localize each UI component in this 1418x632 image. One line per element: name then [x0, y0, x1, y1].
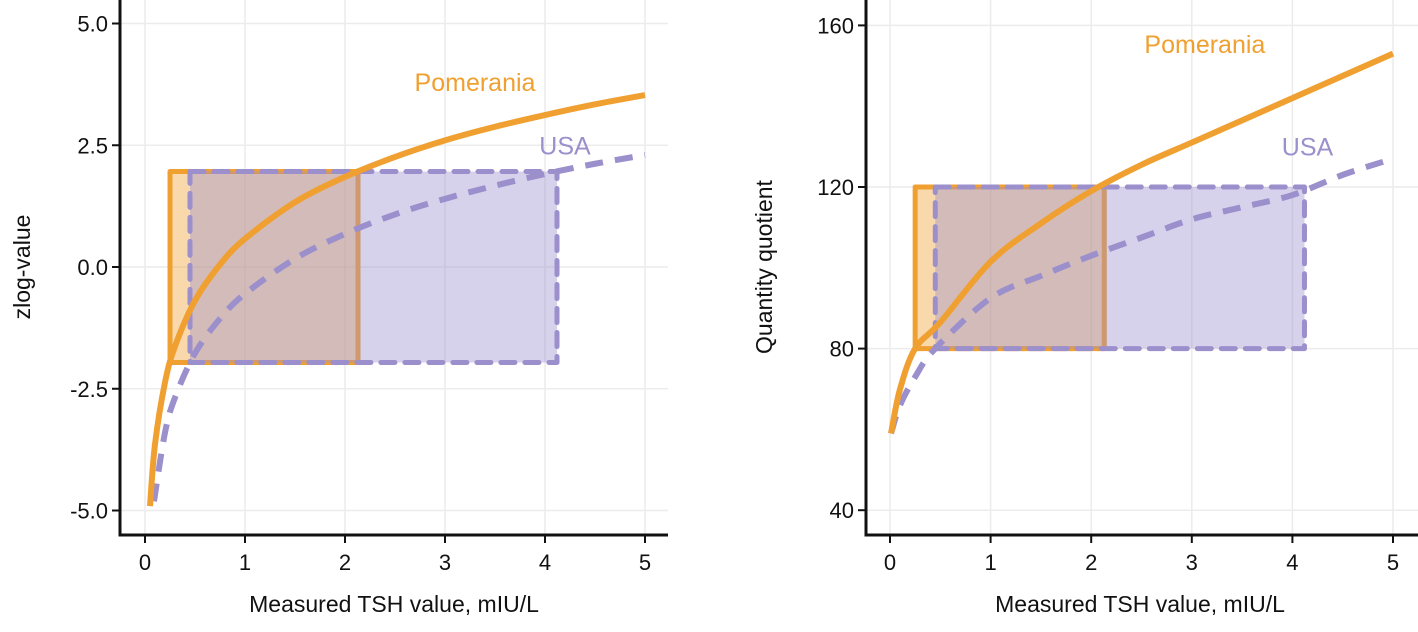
x-tick-label: 5: [1387, 550, 1399, 575]
y-tick-label: 5.0: [77, 12, 108, 37]
y-tick-label: -2.5: [70, 377, 108, 402]
reference-interval-usa: [932, 184, 1307, 352]
reference-interval-pomerania: [167, 169, 361, 365]
x-tick-label: 2: [339, 550, 351, 575]
x-tick-label: 3: [439, 550, 451, 575]
grid: [866, 0, 1418, 535]
reference-interval-pomerania: [912, 184, 1107, 352]
x-tick-label: 0: [884, 550, 896, 575]
y-tick-label: 120: [817, 175, 854, 200]
series-label-usa: USA: [539, 132, 591, 160]
y-tick-label: 160: [817, 13, 854, 38]
x-tick-label: 2: [1085, 550, 1097, 575]
y-tick-label: 2.5: [77, 133, 108, 158]
y-tick-label: 0.0: [77, 255, 108, 280]
series-label-pomerania: Pomerania: [1144, 31, 1265, 59]
series-label-usa: USA: [1282, 134, 1334, 162]
x-tick-label: 1: [984, 550, 996, 575]
series-label-pomerania: Pomerania: [415, 69, 536, 97]
y-axis-label: Quantity quotient: [751, 179, 777, 354]
x-tick-label: 0: [139, 550, 151, 575]
zlog-panel: Measured TSH value, mIU/L zlog-value Pom…: [9, 0, 668, 617]
x-tick-label: 1: [239, 550, 251, 575]
reference-interval-usa: [187, 169, 560, 365]
x-tick-label: 4: [1286, 550, 1298, 575]
x-axis-label: Measured TSH value, mIU/L: [995, 591, 1285, 617]
y-tick-label: -5.0: [70, 499, 108, 524]
x-tick-label: 5: [639, 550, 651, 575]
grid: [120, 0, 668, 535]
x-tick-label: 4: [539, 550, 551, 575]
y-tick-label: 40: [830, 498, 854, 523]
y-tick-label: 80: [830, 337, 854, 362]
y-axis-label: zlog-value: [9, 215, 35, 320]
quantity-quotient-panel: Measured TSH value, mIU/L Quantity quoti…: [751, 0, 1418, 617]
x-axis-label: Measured TSH value, mIU/L: [249, 591, 539, 617]
x-tick-label: 3: [1186, 550, 1198, 575]
